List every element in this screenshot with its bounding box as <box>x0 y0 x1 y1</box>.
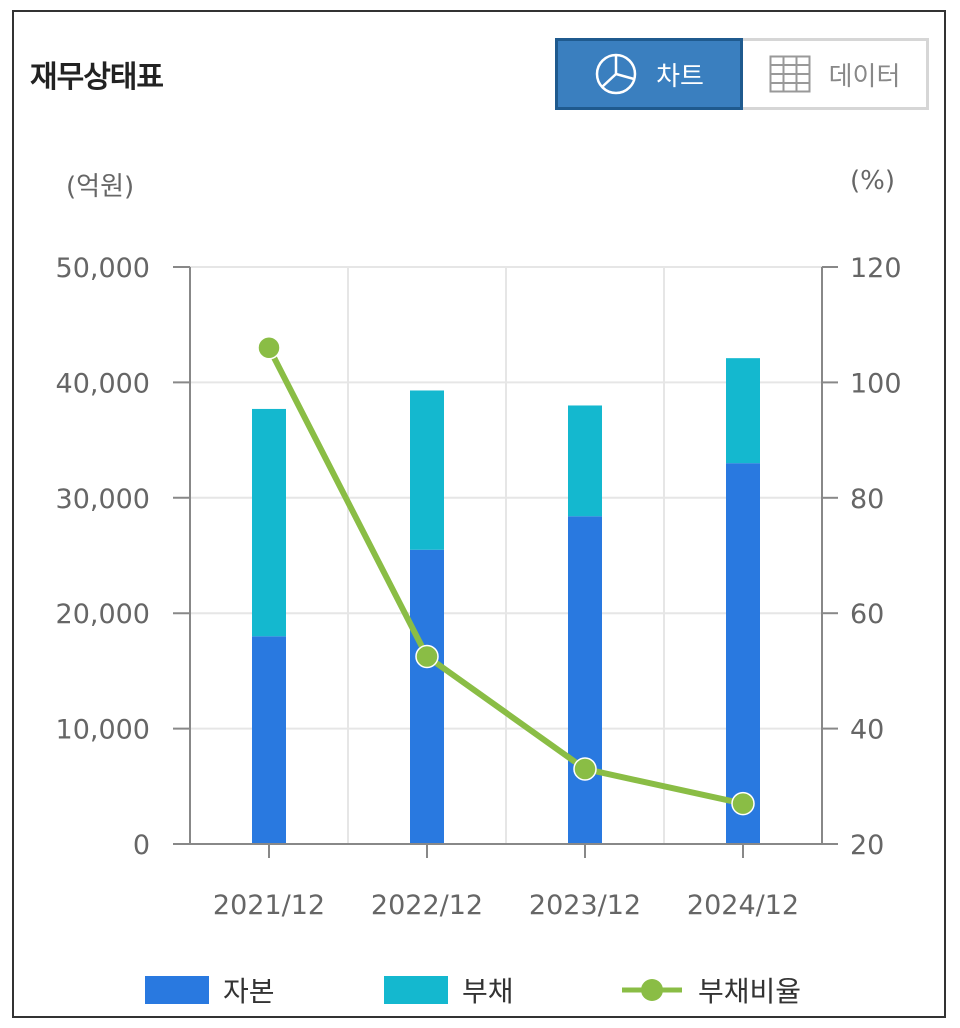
y-left-tick-label: 40,000 <box>56 368 150 399</box>
bar-capital <box>568 516 602 844</box>
x-tick-label: 2023/12 <box>529 890 641 921</box>
ratio-point <box>257 336 281 360</box>
x-tick-label: 2022/12 <box>371 890 483 921</box>
y-left-tick-label: 20,000 <box>56 599 150 630</box>
ratio-point <box>415 644 439 669</box>
y-right-tick-label: 20 <box>850 830 884 861</box>
view-toggle: 차트 데이터 <box>555 38 929 110</box>
legend-label-liability: 부채 <box>462 975 514 1008</box>
bar-liability <box>568 405 602 517</box>
bar-liability <box>252 408 286 637</box>
pie-chart-icon <box>595 53 637 95</box>
left-axis-unit: (억원) <box>66 172 135 202</box>
chart-view-button[interactable]: 차트 <box>555 38 743 110</box>
legend-label-capital: 자본 <box>223 975 275 1008</box>
table-grid-icon <box>769 55 811 93</box>
data-view-button[interactable]: 데이터 <box>743 38 929 110</box>
bar-liability <box>410 390 444 550</box>
y-right-tick-label: 100 <box>850 368 902 399</box>
right-axis-unit: (%) <box>850 166 895 196</box>
x-tick-label: 2021/12 <box>213 890 325 921</box>
chart-frame <box>12 10 946 1018</box>
legend-item-capital[interactable]: 자본 <box>145 970 275 1010</box>
legend-swatch-capital <box>145 976 209 1004</box>
data-view-label: 데이터 <box>828 61 901 92</box>
y-left-tick-label: 50,000 <box>56 253 150 284</box>
y-left-tick-label: 30,000 <box>56 484 150 515</box>
legend-label-ratio: 부채비율 <box>698 975 802 1008</box>
x-tick-label: 2024/12 <box>687 890 799 921</box>
chart-view-label: 차트 <box>656 61 704 92</box>
bar-capital <box>252 636 286 844</box>
y-right-tick-label: 80 <box>850 484 884 515</box>
ratio-point <box>731 791 755 816</box>
chart-plot: 0 20 10,000 40 20,000 60 30,000 80 40,000 100 50,0… <box>56 253 902 921</box>
bar-capital <box>410 549 444 844</box>
y-right-tick-label: 40 <box>850 715 884 746</box>
ratio-point <box>573 757 597 781</box>
legend-item-ratio[interactable]: 부채비율 <box>620 970 801 1010</box>
ratio-line <box>266 346 744 807</box>
bar-capital <box>726 463 760 844</box>
bar-liability <box>726 358 760 464</box>
page-title: 재무상태표 <box>30 60 164 95</box>
legend-item-liability[interactable]: 부채 <box>384 970 514 1010</box>
y-right-tick-label: 60 <box>850 599 884 630</box>
y-right-tick-label: 120 <box>850 253 902 284</box>
legend-swatch-liability <box>384 976 448 1004</box>
legend-swatch-ratio <box>622 979 682 1001</box>
y-left-tick-label: 0 <box>133 830 150 861</box>
y-left-tick-label: 10,000 <box>56 715 150 746</box>
